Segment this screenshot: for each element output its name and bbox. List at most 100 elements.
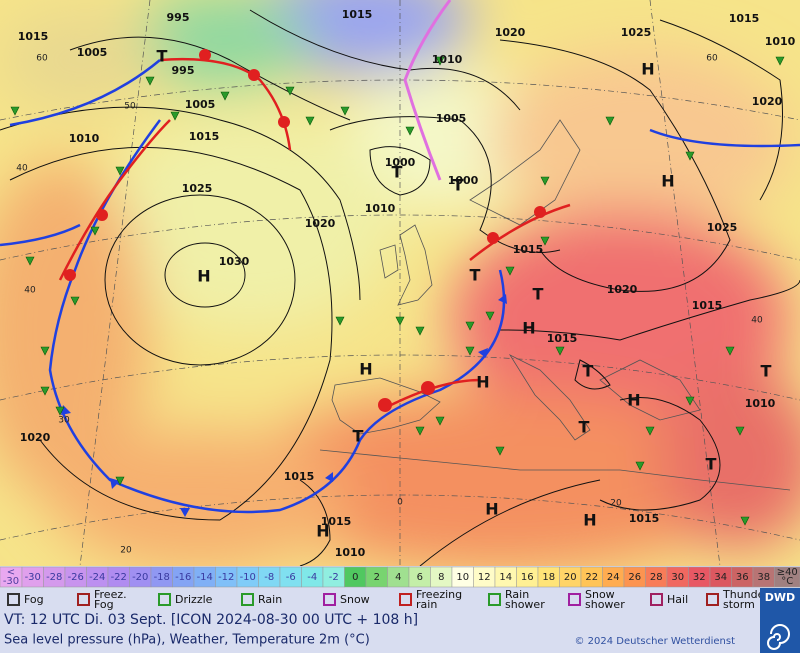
pressure-center: T xyxy=(157,47,168,66)
rain-symbol xyxy=(170,111,180,121)
pressure-center: T xyxy=(761,362,772,381)
map-labels: 995 1015 1015 1005 995 1020 1025 1015 1010 1010 10… xyxy=(16,8,795,559)
pressure-center: T xyxy=(453,176,464,195)
scale-label: -18 xyxy=(154,572,170,583)
rain-symbol xyxy=(415,426,425,436)
pressure-center: T xyxy=(579,418,590,437)
legend-icon xyxy=(568,593,581,606)
rain-symbol xyxy=(635,461,645,471)
scale-label: 22 xyxy=(585,572,598,583)
pressure-label: 1015 xyxy=(547,332,578,345)
scale-label: 18 xyxy=(542,572,555,583)
pressure-label: 1010 xyxy=(365,202,396,215)
legend-icon xyxy=(77,593,90,606)
legend-label: Freez. Fog xyxy=(94,588,127,611)
legend-icon xyxy=(323,593,336,606)
scale-label: 6 xyxy=(417,572,423,583)
pressure-label: 1015 xyxy=(729,12,760,25)
pressure-center: T xyxy=(706,455,717,474)
rain-symbol xyxy=(725,346,735,356)
legend-icon xyxy=(650,593,663,606)
pressure-center: H xyxy=(197,267,210,286)
scale-label: -8 xyxy=(264,572,274,583)
temperature-field xyxy=(0,0,800,566)
rain-symbol xyxy=(435,56,445,66)
rain-symbol xyxy=(645,426,655,436)
rain-symbol xyxy=(335,316,345,326)
scale-label: 38 xyxy=(757,572,770,583)
pressure-label: 1020 xyxy=(20,431,51,444)
legend-label: Thunder storm xyxy=(722,588,769,611)
rain-symbol xyxy=(740,516,750,526)
scale-label: -14 xyxy=(197,572,213,583)
grid-label: 20 xyxy=(610,499,622,509)
legend-label: Snow shower xyxy=(585,588,625,611)
rain-symbol xyxy=(115,476,125,486)
scale-below-symbol: < xyxy=(7,567,15,578)
rain-symbol xyxy=(540,176,550,186)
legend-label: Freezing rain xyxy=(416,588,462,611)
scale-label: 0 xyxy=(352,572,358,583)
footer-background xyxy=(0,612,760,653)
scale-label: 26 xyxy=(628,572,641,583)
rain-symbol xyxy=(435,416,445,426)
rain-symbol xyxy=(395,316,405,326)
pressure-label: 1015 xyxy=(692,299,723,312)
rain-symbol xyxy=(40,386,50,396)
pressure-label: 1010 xyxy=(745,397,776,410)
rain-symbol xyxy=(25,256,35,266)
temperature-color-scale: <-30 -30 -28 -26 -24 -22 -20 -18 -16 -14 -12 -10 -8-… xyxy=(0,566,800,588)
pressure-label: 1020 xyxy=(305,217,336,230)
weather-symbols xyxy=(10,56,785,526)
scale-label: 24 xyxy=(607,572,620,583)
grid-label: 40 xyxy=(24,286,36,296)
scale-label: -22 xyxy=(111,572,127,583)
scale-label: -24 xyxy=(89,572,105,583)
scale-label: -4 xyxy=(307,572,317,583)
rain-symbol xyxy=(55,406,65,416)
grid-label: 0 xyxy=(397,498,403,508)
legend-icon xyxy=(158,593,171,606)
pressure-label: 1015 xyxy=(342,8,373,21)
scale-unit: °C xyxy=(781,576,793,587)
legend-label: Hail xyxy=(667,593,688,606)
legend-label: Snow xyxy=(340,593,370,606)
pressure-label: 1020 xyxy=(752,95,783,108)
scale-label: -10 xyxy=(240,572,256,583)
pressure-center: H xyxy=(641,60,654,79)
grid-label: 30 xyxy=(58,416,70,426)
weather-legend: Fog Freez. Fog Drizzle Rain Snow Freezing rain R… xyxy=(0,588,769,612)
pressure-center: H xyxy=(316,522,329,541)
grid-label: 40 xyxy=(751,316,763,326)
pressure-center: H xyxy=(485,500,498,519)
pressure-center: T xyxy=(533,285,544,304)
rain-symbol xyxy=(305,116,315,126)
pressure-label: 1030 xyxy=(219,255,250,268)
scale-label: -16 xyxy=(175,572,191,583)
pressure-label: 1015 xyxy=(189,130,220,143)
scale-label: 14 xyxy=(499,572,512,583)
pressure-label: 1015 xyxy=(18,30,49,43)
rain-symbol xyxy=(485,311,495,321)
rain-symbol xyxy=(40,346,50,356)
pressure-center: H xyxy=(522,319,535,338)
legend-icon xyxy=(706,593,719,606)
pressure-center: T xyxy=(470,266,481,285)
pressure-label: 1020 xyxy=(607,283,638,296)
rain-symbol xyxy=(145,76,155,86)
rain-symbol xyxy=(10,106,20,116)
rain-symbol xyxy=(70,296,80,306)
rain-symbol xyxy=(555,346,565,356)
scale-label: 8 xyxy=(438,572,444,583)
scale-label: 2 xyxy=(374,572,380,583)
grid-label: 40 xyxy=(16,164,28,174)
pressure-center: H xyxy=(627,391,640,410)
coastlines xyxy=(319,119,791,491)
rain-symbol xyxy=(115,166,125,176)
rain-symbol xyxy=(415,326,425,336)
pressure-label: 1020 xyxy=(495,26,526,39)
pressure-label: 1010 xyxy=(69,132,100,145)
rain-symbol xyxy=(465,321,475,331)
pressure-label: 1005 xyxy=(77,46,108,59)
legend-label: Rain shower xyxy=(505,588,545,611)
